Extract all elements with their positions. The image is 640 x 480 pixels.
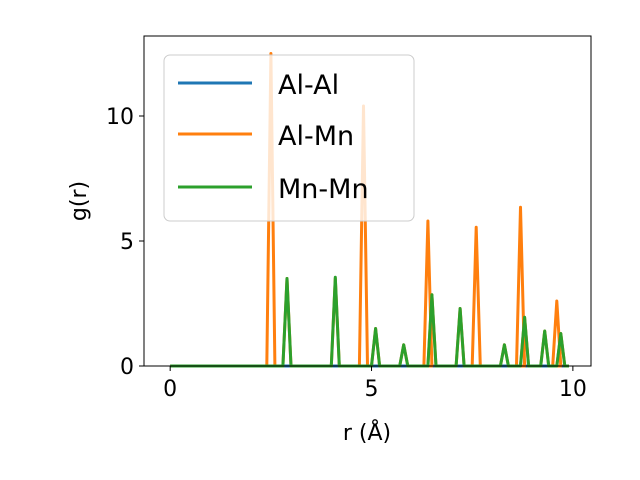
legend-label-al-al: Al-Al	[278, 70, 339, 101]
axis-ticks: 0 5 10 0 5 10	[106, 105, 587, 402]
legend: Al-Al Al-Mn Mn-Mn	[163, 54, 415, 222]
legend-box	[163, 54, 415, 222]
series-line-mn-mn	[170, 275, 569, 368]
x-tick-label: 5	[365, 377, 379, 402]
axes-frame	[143, 35, 592, 367]
y-tick-label: 5	[120, 230, 134, 255]
x-tick-label: 0	[163, 377, 177, 402]
legend-label-al-mn: Al-Mn	[278, 121, 354, 152]
y-axis-label: g(r)	[67, 181, 92, 221]
legend-label-mn-mn: Mn-Mn	[278, 174, 369, 205]
x-tick-label: 10	[559, 377, 587, 402]
x-axis-label: r (Å)	[343, 419, 391, 446]
y-tick-label: 0	[120, 355, 134, 380]
y-tick-label: 10	[106, 105, 134, 130]
